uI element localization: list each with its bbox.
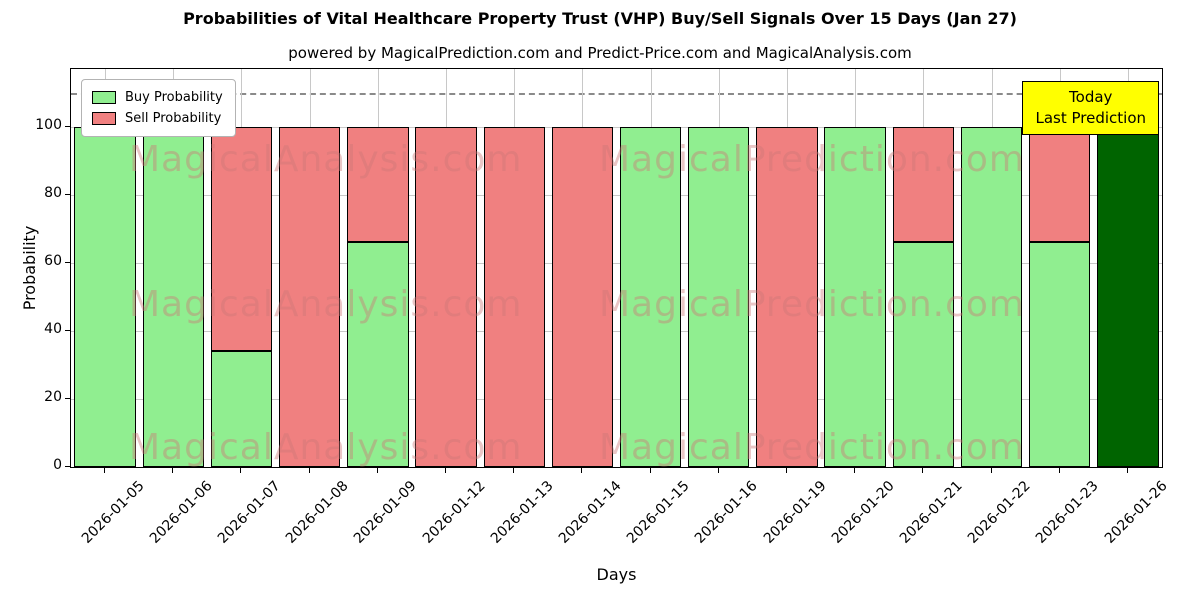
x-tick-label: 2026-01-23 [1033,478,1103,547]
x-tick-label: 2026-01-19 [760,478,830,547]
x-tick-mark [240,468,242,473]
x-tick-mark [922,468,924,473]
x-tick-mark [172,468,174,473]
bar-buy-segment [142,126,204,467]
bar-buy-segment [74,126,136,467]
x-tick-label: 2026-01-06 [146,478,216,547]
bar-buy-segment [1029,242,1091,467]
bar-sell-segment [1029,126,1091,243]
today-annotation: Today Last Prediction [1022,81,1159,135]
y-tick-mark [65,329,70,331]
x-axis-label: Days [596,565,637,584]
y-tick-label: 100 [35,116,62,133]
y-tick-label: 0 [53,457,62,473]
chart-subtitle: powered by MagicalPrediction.com and Pre… [288,44,912,62]
x-tick-label: 2026-01-21 [896,478,966,547]
y-tick-mark [65,466,70,467]
x-tick-label: 2026-01-20 [828,478,898,547]
bar-sell-segment [756,126,818,467]
y-tick-label: 80 [44,184,62,201]
x-tick-label: 2026-01-15 [624,478,693,547]
x-tick-mark [717,468,719,473]
today-annotation-line2: Last Prediction [1035,109,1146,127]
y-tick-mark [65,261,70,263]
x-tick-label: 2026-01-22 [964,478,1034,547]
x-tick-label: 2026-01-09 [351,478,421,547]
x-tick-label: 2026-01-16 [692,478,762,547]
x-tick-mark [513,468,515,473]
bar-buy-segment [1097,126,1159,467]
bar-sell-segment [551,126,614,467]
legend: Buy Probability Sell Probability [81,79,236,137]
x-tick-label: 2026-01-07 [214,478,284,547]
y-gridline [71,262,1162,264]
bar-buy-segment [892,242,955,467]
bar-sell-segment [415,126,477,467]
x-tick-mark [581,468,583,473]
x-tick-mark [104,468,106,473]
y-gridline [71,126,1162,128]
x-tick-mark [376,468,378,473]
y-tick-mark [65,397,70,399]
y-tick-mark [65,125,70,127]
today-annotation-line1: Today [1069,88,1113,106]
bar-buy-segment [960,126,1023,467]
x-tick-label: 2026-01-13 [487,478,557,547]
dashed-reference-line [71,92,1162,95]
x-tick-mark [785,468,787,473]
legend-item-buy: Buy Probability [92,87,223,108]
x-tick-label: 2026-01-08 [283,478,352,547]
bar-buy-segment [688,126,750,467]
chart-title: Probabilities of Vital Healthcare Proper… [183,9,1017,28]
x-tick-label: 2026-01-14 [555,478,625,547]
bar-buy-segment [619,126,682,467]
y-gridline [71,194,1162,196]
bar-sell-segment [892,126,955,243]
legend-label-buy: Buy Probability [125,90,223,105]
x-tick-mark [854,468,856,473]
x-tick-mark [649,468,651,473]
y-tick-label: 60 [44,252,62,269]
bar-sell-segment [210,126,273,352]
y-tick-mark [65,193,70,195]
legend-swatch-sell [92,112,116,125]
x-tick-mark [1058,468,1060,473]
bar-buy-segment [824,126,886,467]
legend-item-sell: Sell Probability [92,108,223,129]
y-gridline [71,398,1162,400]
x-tick-mark [445,468,447,473]
x-tick-label: 2026-01-26 [1101,478,1171,547]
bar-sell-segment [278,126,341,467]
bar-buy-segment [347,242,409,467]
y-gridline [71,330,1162,332]
x-tick-mark [1126,468,1128,473]
x-tick-mark [308,468,310,473]
bar-buy-segment [210,351,273,467]
x-tick-mark [990,468,992,473]
bar-sell-segment [483,126,545,467]
plot-area: Buy Probability Sell Probability Today L… [70,68,1163,468]
bar-sell-segment [347,126,409,243]
y-tick-label: 40 [44,320,62,337]
x-tick-label: 2026-01-05 [78,478,148,547]
legend-label-sell: Sell Probability [125,111,222,126]
y-tick-label: 20 [44,388,62,405]
x-tick-label: 2026-01-12 [419,478,489,547]
legend-swatch-buy [92,91,116,104]
